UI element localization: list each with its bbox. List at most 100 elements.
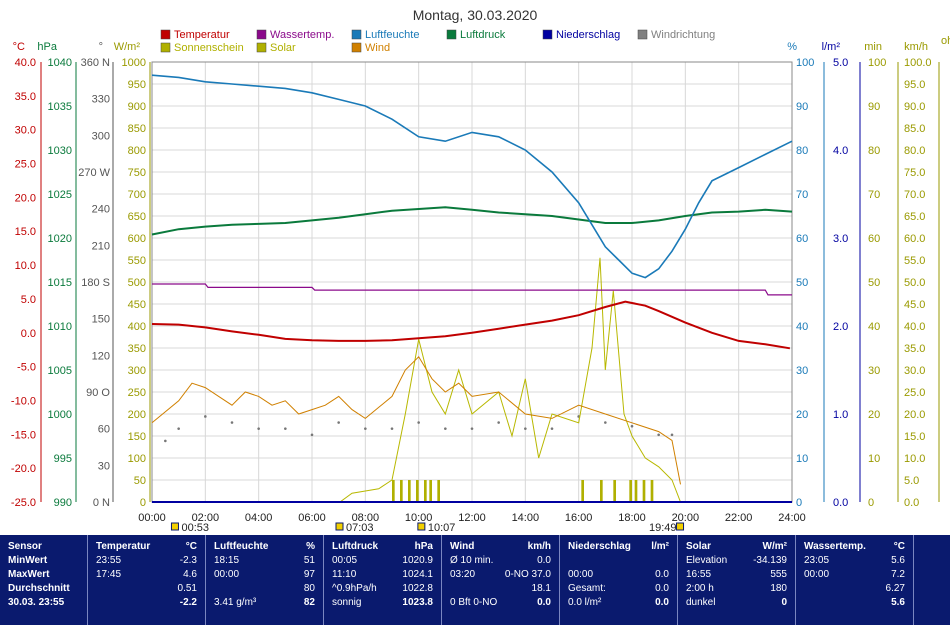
legend-swatch xyxy=(256,42,267,53)
wind-direction-point xyxy=(604,421,607,424)
pressure-axis-tick: 990 xyxy=(54,497,72,509)
wind-axis-tick: 90.0 xyxy=(904,101,925,113)
chart-title: Montag, 30.03.2020 xyxy=(413,7,538,23)
sunshine-bar xyxy=(400,480,403,502)
wind-direction-point xyxy=(177,427,180,430)
sunshine-axis-tick: 60 xyxy=(868,233,880,245)
summary-header: Temperatur xyxy=(96,541,151,552)
summary-cell-label: 00:00 xyxy=(568,569,594,580)
humidity-axis-tick: 100 xyxy=(796,57,814,69)
legend-label: Wassertemp. xyxy=(270,29,334,41)
summary-column-luftfeuchte: Luftfeuchte% 18:15 51 00:00 97 80 3.41 g/m³ 82 xyxy=(206,535,324,625)
pressure-axis-tick: 995 xyxy=(54,453,72,465)
summary-cell-value: 555 xyxy=(770,569,787,580)
summary-header: Niederschlag xyxy=(568,541,631,552)
legend-label: Luftdruck xyxy=(460,29,506,41)
sunshine-axis-tick: 50 xyxy=(868,277,880,289)
wind-direction-point xyxy=(524,427,527,430)
temp-axis-tick: 35.0 xyxy=(15,91,36,103)
legend-label: Wind xyxy=(365,42,390,54)
wind-direction-point xyxy=(284,427,287,430)
wind-direction-point xyxy=(444,427,447,430)
wind-axis-tick: 20.0 xyxy=(904,409,925,421)
axis-unit-label: km/h xyxy=(904,41,928,53)
time-tick: 22:00 xyxy=(725,512,753,524)
sunshine-bar xyxy=(416,480,419,502)
humidity-axis-tick: 0 xyxy=(796,497,802,509)
sunshine-bar xyxy=(634,480,638,502)
summary-cell-value: -34.139 xyxy=(753,555,787,566)
time-tick: 04:00 xyxy=(245,512,273,524)
summary-cell-label: sonnig xyxy=(332,597,362,608)
summary-cell-value: 80 xyxy=(303,583,315,594)
solar-axis-tick: 500 xyxy=(128,277,146,289)
rain-axis-tick: 3.0 xyxy=(833,233,848,245)
legend-swatch xyxy=(637,29,648,40)
wind-axis-tick: 45.0 xyxy=(904,299,925,311)
summary-cell-value: 5.6 xyxy=(891,555,905,566)
wind-direction-point xyxy=(364,427,367,430)
sunshine-axis-tick: 90 xyxy=(868,101,880,113)
legend-swatch xyxy=(160,42,171,53)
summary-cell-label: 00:00 xyxy=(804,569,830,580)
temp-axis-tick: 30.0 xyxy=(15,125,36,137)
time-tick: 08:00 xyxy=(352,512,380,524)
sunshine-bar xyxy=(613,480,616,502)
wind-axis-tick: 0.0 xyxy=(904,497,919,509)
humidity-axis-tick: 40 xyxy=(796,321,808,333)
summary-cell-value: -2.3 xyxy=(179,555,197,566)
wind-direction-point xyxy=(257,427,260,430)
wind-axis-tick: 40.0 xyxy=(904,321,925,333)
pressure-axis-tick: 1035 xyxy=(48,101,72,113)
summary-column-sensor: Sensor MinWert MaxWert Durchschnitt 30.03. 2… xyxy=(0,535,88,625)
wind-axis-tick: 35.0 xyxy=(904,343,925,355)
legend-label: Windrichtung xyxy=(651,29,715,41)
wind-direction-point xyxy=(670,433,674,437)
pressure-axis-tick: 1040 xyxy=(48,57,72,69)
legend-swatch xyxy=(351,42,362,53)
sunshine-axis-tick: 100 xyxy=(868,57,886,69)
legend-label: Sonnenschein xyxy=(174,42,244,54)
time-marker-icon xyxy=(170,522,179,531)
time-marker-icon xyxy=(335,522,344,531)
solar-axis-tick: 0 xyxy=(140,497,146,509)
summary-cell-value: 0.51 xyxy=(177,583,197,594)
summary-cell-value: 1024.1 xyxy=(402,569,433,580)
pressure-axis-tick: 1020 xyxy=(48,233,72,245)
wind-direction-point xyxy=(204,415,207,418)
wind-direction-axis-tick: 60 xyxy=(98,424,110,436)
rain-axis-tick: 2.0 xyxy=(833,321,848,333)
humidity-axis-tick: 70 xyxy=(796,189,808,201)
summary-unit: hPa xyxy=(414,541,433,552)
sunshine-bar xyxy=(392,480,395,502)
solar-axis-tick: 800 xyxy=(128,145,146,157)
axis-unit-label: °C xyxy=(13,41,25,53)
summary-unit: °C xyxy=(185,541,197,552)
wind-direction-point xyxy=(230,421,234,424)
axis-unit-label: min xyxy=(864,41,882,53)
summary-unit: km/h xyxy=(527,541,551,552)
summary-cell-value: 51 xyxy=(303,555,315,566)
time-marker-label: 19:49 xyxy=(649,522,677,534)
summary-cell-label: Ø 10 min. xyxy=(450,555,494,566)
solar-axis-tick: 850 xyxy=(128,123,146,135)
summary-cell-value: 5.6 xyxy=(891,597,905,608)
summary-row-label: Durchschnitt xyxy=(8,583,70,594)
summary-column-niederschlag: Niederschlag l/m² 00:00 0.0 Gesamt: 0.0 0.0 l/… xyxy=(560,535,678,625)
solar-axis-tick: 650 xyxy=(128,211,146,223)
time-tick: 02:00 xyxy=(192,512,220,524)
summary-cell-label: 3.41 g/m³ xyxy=(214,597,257,608)
wind-axis-tick: 70.0 xyxy=(904,189,925,201)
summary-cell-label: ^0.9hPa/h xyxy=(332,583,377,594)
sunshine-bar xyxy=(581,480,584,502)
summary-cell-value: 4.6 xyxy=(183,569,197,580)
wind-direction-axis-tick: 270 W xyxy=(78,167,110,179)
humidity-axis-tick: 30 xyxy=(796,365,808,377)
sunshine-bar xyxy=(629,480,632,502)
summary-cell-label: 16:55 xyxy=(686,569,712,580)
sunshine-axis-tick: 30 xyxy=(868,365,880,377)
summary-cell-label: 17:45 xyxy=(96,569,122,580)
summary-column-wassertemp: Wassertemp. °C 23:05 5.6 00:00 7.2 6.27 5.6 xyxy=(796,535,914,625)
legend-swatch xyxy=(446,29,457,40)
sunshine-axis-tick: 10 xyxy=(868,453,880,465)
